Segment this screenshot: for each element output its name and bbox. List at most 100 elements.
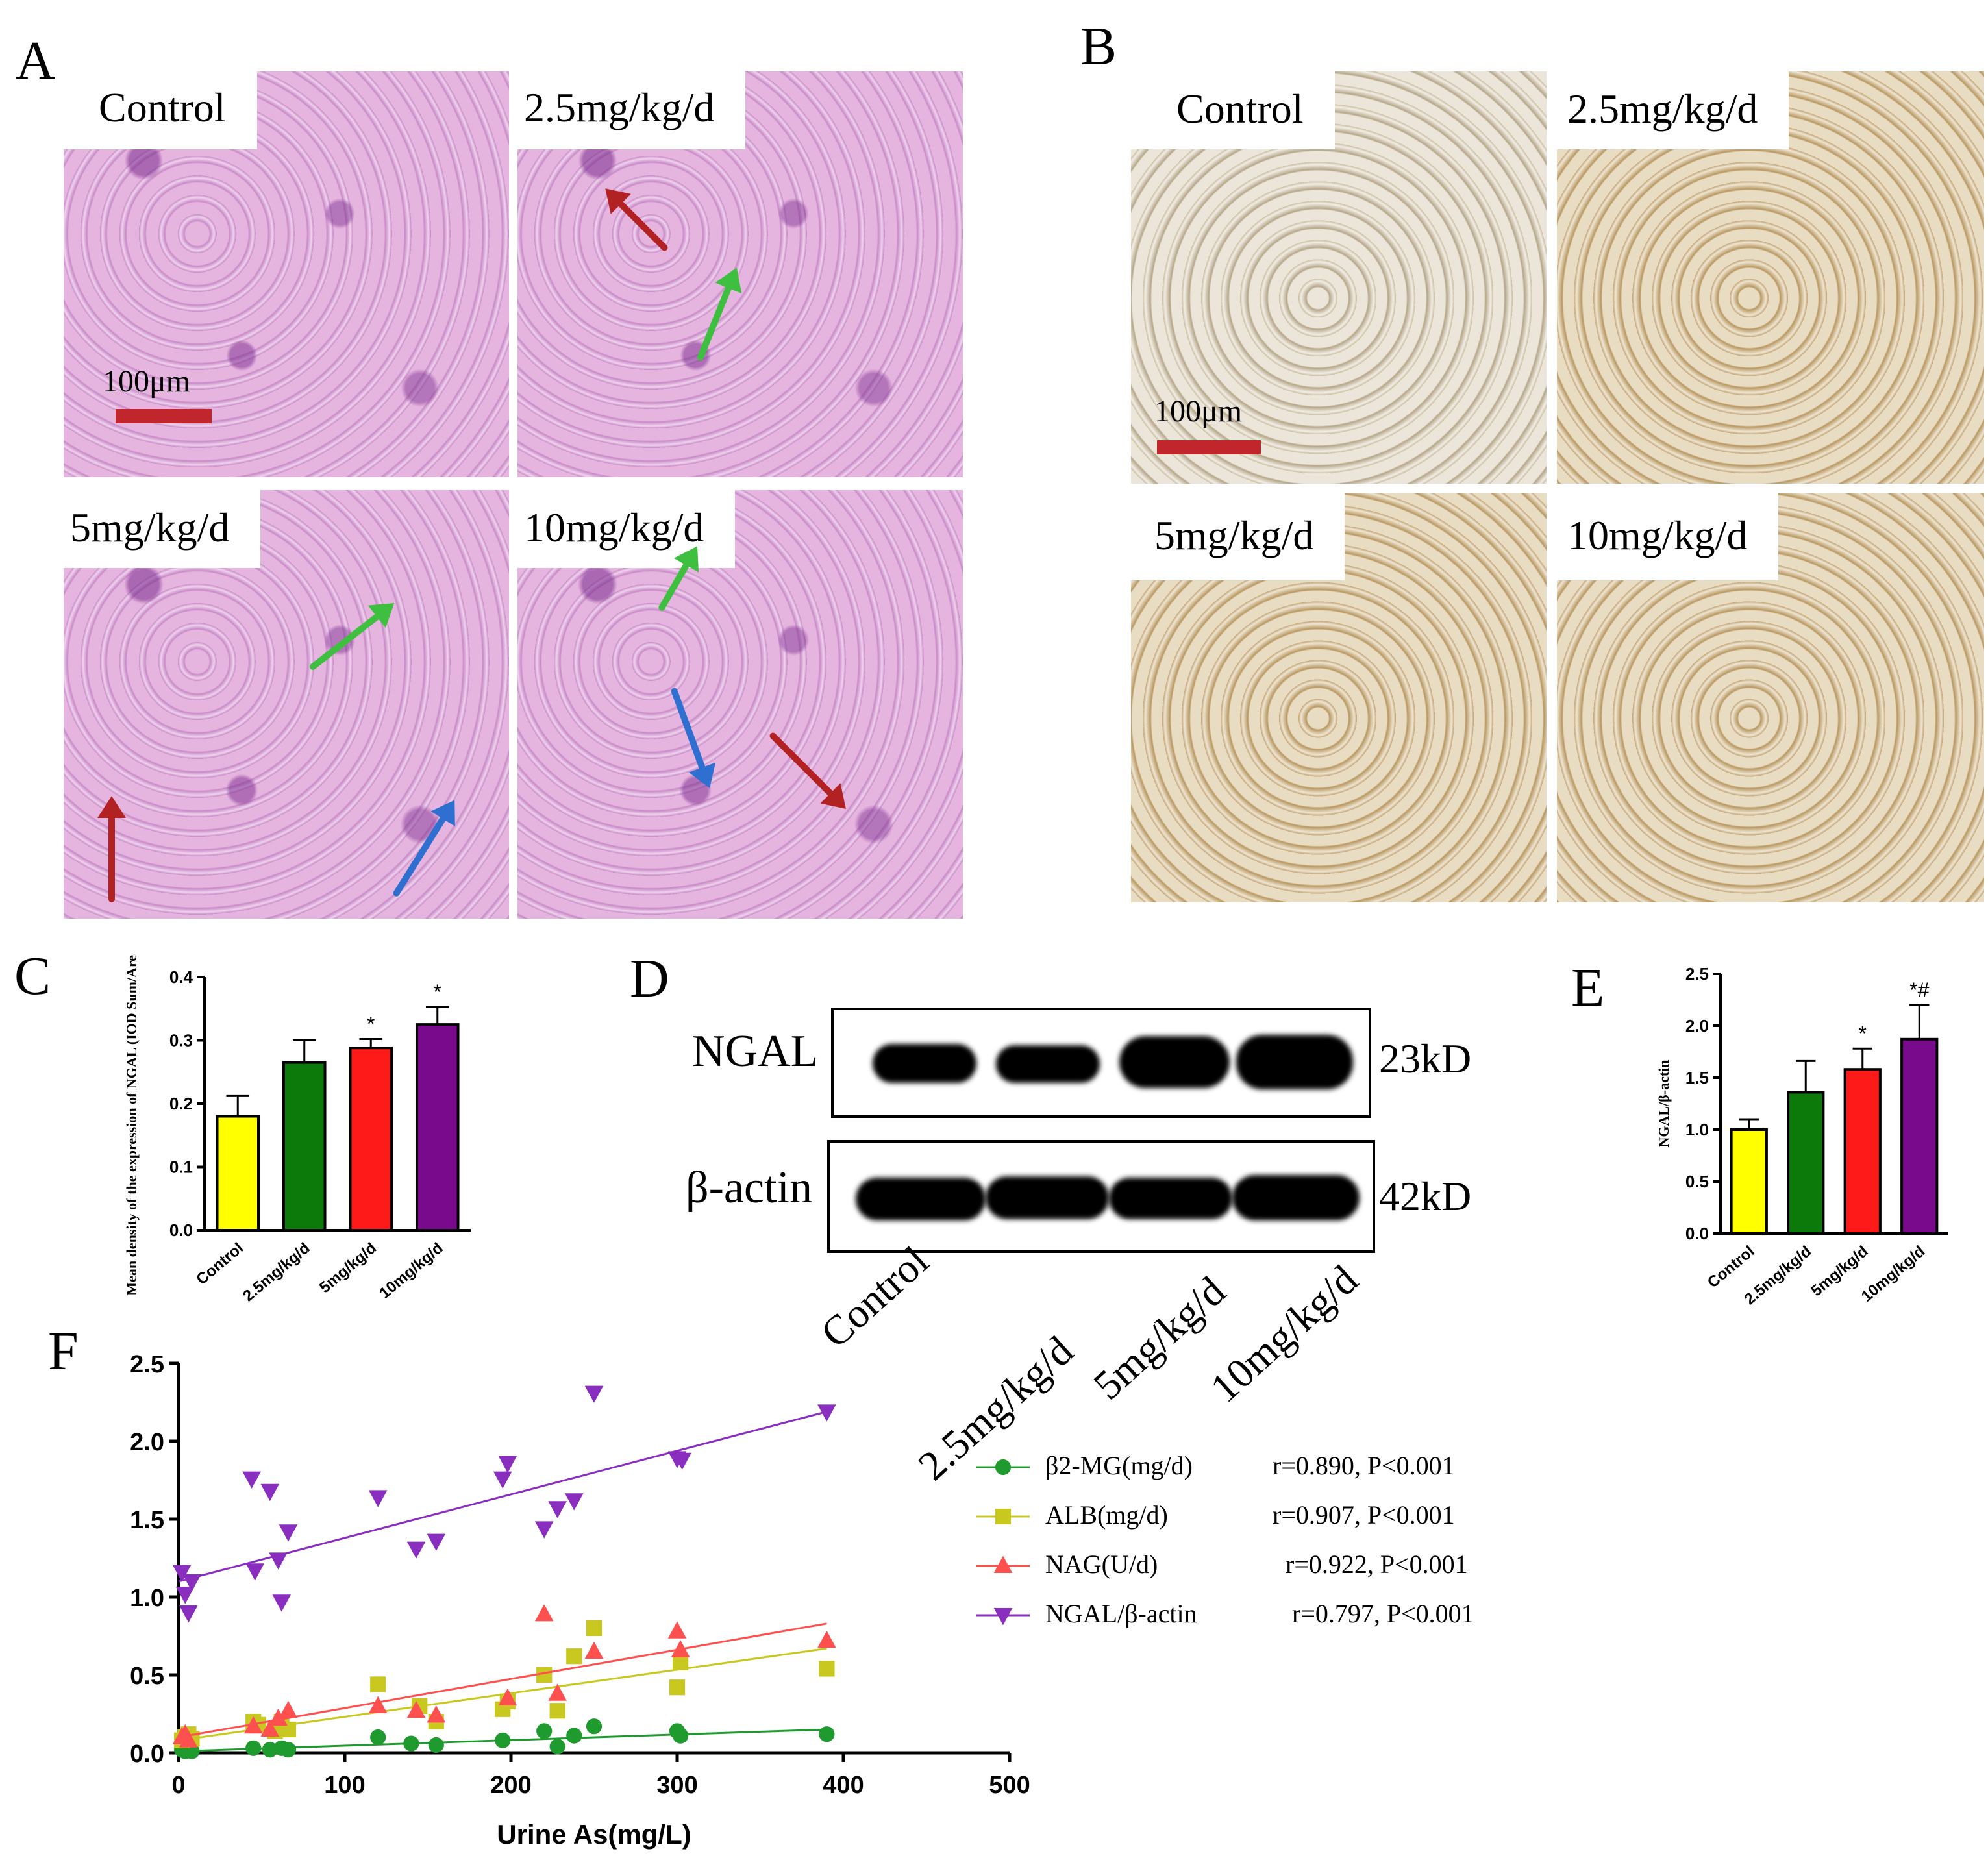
x-tick-label: 300 (656, 1772, 697, 1799)
y-tick-label: 0.3 (169, 1031, 193, 1050)
ngal-band-3 (1119, 1036, 1230, 1088)
data-point (242, 1471, 261, 1489)
data-point (667, 1621, 687, 1639)
data-point (498, 1456, 517, 1473)
actin-band-4 (1232, 1175, 1360, 1220)
blot-label-ngal: NGAL (692, 1026, 819, 1076)
significance-mark: * (367, 1013, 375, 1036)
ihc-label-5: 5mg/kg/d (1131, 493, 1345, 580)
data-point (586, 1620, 603, 1637)
data-point (172, 1565, 192, 1582)
ihc-label-control: Control (1131, 71, 1335, 149)
data-point (498, 1688, 517, 1705)
ihc-micrograph-5: 5mg/kg/d (1131, 493, 1547, 902)
data-point (428, 1737, 444, 1753)
he-scale-bar (116, 409, 212, 423)
x-tick-label: 2.5mg/kg/d (240, 1239, 313, 1305)
data-point (669, 1679, 686, 1696)
data-point (370, 1729, 386, 1746)
actin-band-3 (1109, 1178, 1232, 1219)
blue-arrow-icon (391, 812, 449, 898)
legend-entry: ALB(mg/d) r=0.907, P<0.001 (974, 1497, 1883, 1536)
blot-lane-control: Control (812, 1237, 938, 1357)
blot-size-actin: 42kD (1379, 1173, 1472, 1219)
data-point (175, 1587, 195, 1604)
data-point (370, 1676, 386, 1692)
actin-band-2 (986, 1176, 1109, 1219)
ngal-band-1 (873, 1044, 976, 1083)
x-tick-label: 0 (171, 1772, 185, 1799)
panel-d-letter: D (630, 948, 669, 1009)
x-tick-label: 500 (989, 1772, 1030, 1799)
data-point (584, 1641, 604, 1659)
blue-arrow-icon (670, 687, 708, 775)
bar (1730, 1128, 1768, 1235)
y-tick-label: 0.4 (169, 967, 193, 987)
x-tick-label: 10mg/kg/d (1858, 1243, 1928, 1306)
y-tick-label: 0.1 (169, 1158, 193, 1177)
legend-stat: r=0.890, P<0.001 (1273, 1451, 1455, 1480)
regression-line (178, 1622, 827, 1739)
red-arrow-icon (108, 812, 115, 902)
data-point (566, 1648, 582, 1665)
data-point (179, 1605, 198, 1623)
legend-swatch (976, 1608, 1030, 1626)
legend-stat: r=0.907, P<0.001 (1273, 1500, 1455, 1530)
data-point (427, 1533, 446, 1551)
y-tick-label: 1.5 (130, 1507, 164, 1534)
legend-label: NGAL/β-actin (1045, 1599, 1197, 1628)
blot-size-ngal: 23kD (1379, 1035, 1472, 1082)
he-label-5: 5mg/kg/d (64, 490, 261, 568)
he-micrograph-2.5: 2.5mg/kg/d (517, 71, 963, 477)
bar (1787, 1091, 1825, 1235)
he-label-control: Control (64, 71, 257, 149)
ihc-micrograph-control: Control 100μm (1131, 71, 1547, 484)
data-point (245, 1563, 265, 1581)
data-point (548, 1501, 567, 1518)
data-point (584, 1385, 604, 1403)
bar (349, 1047, 393, 1232)
bar (415, 1023, 460, 1232)
red-arrow-icon (614, 197, 669, 253)
legend-label: ALB(mg/d) (1045, 1500, 1168, 1530)
panel-e-letter: E (1571, 958, 1605, 1018)
significance-mark: * (434, 980, 441, 1004)
legend-marker (993, 1555, 1013, 1573)
data-point (269, 1708, 288, 1726)
data-point (586, 1718, 603, 1735)
data-point (817, 1630, 836, 1648)
legend-label: NAG(U/d) (1045, 1550, 1158, 1579)
y-tick-label: 0.2 (169, 1094, 193, 1113)
legend-marker (995, 1459, 1012, 1476)
legend-swatch (976, 1555, 1030, 1573)
ngal-band-2 (996, 1045, 1100, 1083)
data-point (260, 1719, 280, 1737)
legend-stat: r=0.797, P<0.001 (1292, 1599, 1474, 1628)
x-tick-label: 10mg/kg/d (376, 1239, 446, 1302)
x-tick-label: 5mg/kg/d (316, 1239, 380, 1296)
data-point (368, 1696, 388, 1713)
data-point (280, 1742, 297, 1758)
panel-b-letter: B (1080, 16, 1117, 77)
ihc-label-2.5: 2.5mg/kg/d (1557, 71, 1789, 149)
legend-marker (995, 1508, 1012, 1525)
blot-label-actin: β-actin (686, 1163, 812, 1213)
actin-blot (827, 1140, 1375, 1253)
legend-stat: r=0.922, P<0.001 (1286, 1550, 1468, 1579)
legend-entry: NGAL/β-actin r=0.797, P<0.001 (974, 1596, 1883, 1635)
x-tick-label: 200 (490, 1772, 531, 1799)
data-point (427, 1705, 446, 1723)
data-point (179, 1730, 198, 1748)
data-point (406, 1541, 426, 1559)
data-point (493, 1471, 512, 1489)
data-point (245, 1740, 262, 1756)
scatter-legend: β2-MG(mg/d) r=0.890, P<0.001 ALB(mg/d) r=0.… (974, 1448, 1883, 1655)
data-point (272, 1594, 292, 1612)
he-micrograph-control: Control 100μm (64, 71, 509, 477)
blot-lane-10: 10mg/kg/d (1201, 1256, 1367, 1411)
y-tick-label: 2.5 (130, 1351, 164, 1378)
x-tick-label: 100 (324, 1772, 365, 1799)
data-point (269, 1552, 288, 1570)
data-point (566, 1728, 582, 1744)
data-point (817, 1404, 836, 1422)
